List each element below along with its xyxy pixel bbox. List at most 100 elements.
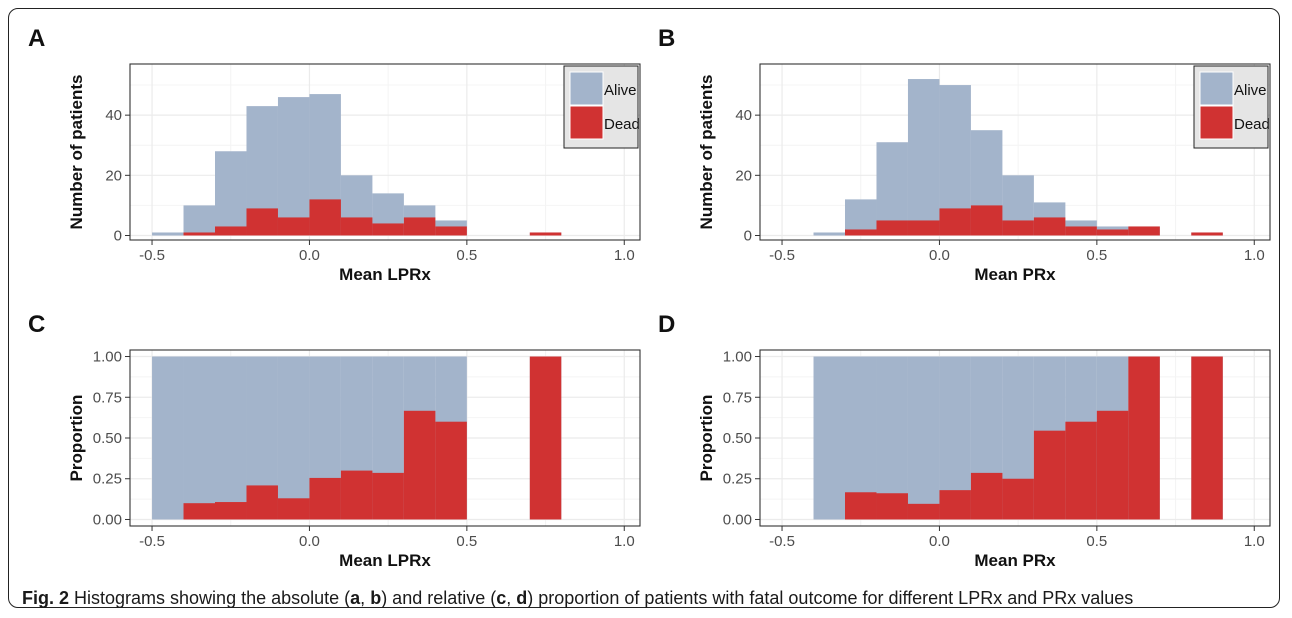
caption-text: ) proportion of patients with fatal outc… — [527, 588, 1134, 608]
panel-d: D -0.5 0.0 0.5 1.0 0.00 0.25 0.50 0.75 1.00 Mean P… — [658, 311, 1271, 570]
y-tick-label: 0.25 — [93, 471, 122, 488]
x-tick-label: 0.5 — [456, 533, 477, 550]
bar-dead — [1033, 217, 1066, 236]
bar-dead — [845, 229, 877, 236]
bar-dead — [1128, 356, 1160, 520]
legend-label: Alive — [1234, 82, 1267, 99]
x-tick-label: -0.5 — [139, 247, 165, 264]
caption-ref-d: d — [516, 588, 528, 608]
y-axis-title: Number of patients — [697, 75, 716, 230]
bar-dead — [246, 485, 278, 520]
bar-alive — [813, 356, 845, 520]
caption-text: ) and relative ( — [381, 588, 497, 608]
bar-dead — [939, 208, 971, 236]
bar-dead — [183, 232, 215, 236]
panel-letter: A — [28, 25, 45, 52]
bar-dead — [1033, 430, 1066, 520]
legend-key — [1199, 71, 1234, 106]
bar-dead — [215, 502, 247, 520]
bar-dead — [1002, 220, 1034, 236]
y-tick-label: 0.25 — [723, 471, 752, 488]
bar-dead — [907, 220, 940, 236]
legend-label: Dead — [604, 116, 640, 133]
x-tick-label: 0.5 — [1086, 247, 1107, 264]
y-axis-title: Number of patients — [67, 75, 86, 230]
x-tick-label: 0.5 — [1086, 533, 1107, 550]
bar-alive — [183, 205, 215, 236]
panel-letter: B — [658, 25, 675, 52]
bar-dead — [529, 356, 562, 520]
panel-b: B -0.5 0.0 0.5 1.0 0 20 40 Mean PRx Number of pat… — [658, 25, 1271, 284]
bar-dead — [340, 470, 373, 520]
y-tick-label: 40 — [735, 107, 752, 124]
y-tick-label: 0.50 — [723, 430, 752, 447]
x-tick-label: 0.5 — [456, 247, 477, 264]
bar-alive — [907, 79, 940, 236]
x-tick-label: 1.0 — [1244, 533, 1265, 550]
y-tick-label: 40 — [105, 107, 122, 124]
bar-alive — [152, 356, 184, 520]
caption-sep: , — [506, 588, 517, 608]
y-tick-label: 0.75 — [93, 389, 122, 406]
bar-alive — [876, 356, 908, 520]
caption-ref-a: a — [350, 588, 361, 608]
legend-label: Dead — [1234, 116, 1270, 133]
panel-letter: D — [658, 311, 675, 338]
panel-a: A -0.5 0.0 0.5 1.0 0 20 40 Mean LPRx Number of pa… — [28, 25, 641, 284]
caption-label: Fig. 2 — [22, 588, 70, 608]
bar-alive — [907, 356, 940, 520]
legend-key — [569, 71, 604, 106]
y-tick-label: 0.00 — [723, 511, 752, 528]
x-tick-label: 1.0 — [614, 247, 635, 264]
bar-alive — [277, 97, 310, 236]
bar-alive — [215, 151, 247, 236]
bar-dead — [435, 226, 467, 236]
caption-ref-b: b — [370, 588, 382, 608]
bar-dead — [403, 217, 436, 236]
bar-dead — [1002, 478, 1034, 520]
bar-dead — [372, 472, 404, 520]
bar-dead — [277, 498, 310, 520]
x-tick-label: -0.5 — [769, 533, 795, 550]
y-tick-label: 20 — [735, 167, 752, 184]
legend-key — [1199, 105, 1234, 140]
bar-alive — [152, 232, 184, 236]
x-tick-label: 1.0 — [1244, 247, 1265, 264]
y-tick-label: 20 — [105, 167, 122, 184]
caption-sep: , — [360, 588, 371, 608]
bar-alive — [876, 142, 908, 236]
bar-dead — [309, 477, 341, 520]
x-tick-label: 0.0 — [299, 247, 320, 264]
caption-text: Histograms showing the absolute ( — [69, 588, 351, 608]
y-axis-title: Proportion — [67, 395, 86, 482]
bar-dead — [183, 503, 215, 520]
figure-caption: Fig. 2 Histograms showing the absolute (… — [22, 588, 1133, 609]
bar-dead — [1065, 421, 1097, 520]
legend-label: Alive — [604, 82, 637, 99]
x-tick-label: -0.5 — [769, 247, 795, 264]
bar-dead — [1096, 410, 1129, 520]
x-tick-label: -0.5 — [139, 533, 165, 550]
bar-dead — [876, 220, 908, 236]
bar-dead — [246, 208, 278, 236]
bar-dead — [309, 199, 341, 236]
bar-dead — [1128, 226, 1160, 236]
legend-key — [569, 105, 604, 140]
bar-alive — [215, 356, 247, 520]
x-axis-title: Mean LPRx — [339, 265, 431, 284]
bar-alive — [277, 356, 310, 520]
x-axis-title: Mean PRx — [974, 551, 1056, 570]
bar-dead — [277, 217, 310, 236]
panel-c: C -0.5 0.0 0.5 1.0 0.00 0.25 0.50 0.75 1.00 Mean L… — [28, 311, 641, 570]
panel-letter: C — [28, 311, 45, 338]
x-tick-label: 0.0 — [929, 247, 950, 264]
bar-dead — [435, 421, 467, 520]
bar-dead — [845, 492, 877, 520]
plot-border — [129, 63, 641, 241]
bar-alive — [183, 356, 215, 520]
y-axis-title: Proportion — [697, 395, 716, 482]
bar-dead — [1191, 232, 1223, 236]
bar-alive — [813, 232, 845, 236]
bar-dead — [1096, 229, 1129, 236]
x-tick-label: 0.0 — [929, 533, 950, 550]
